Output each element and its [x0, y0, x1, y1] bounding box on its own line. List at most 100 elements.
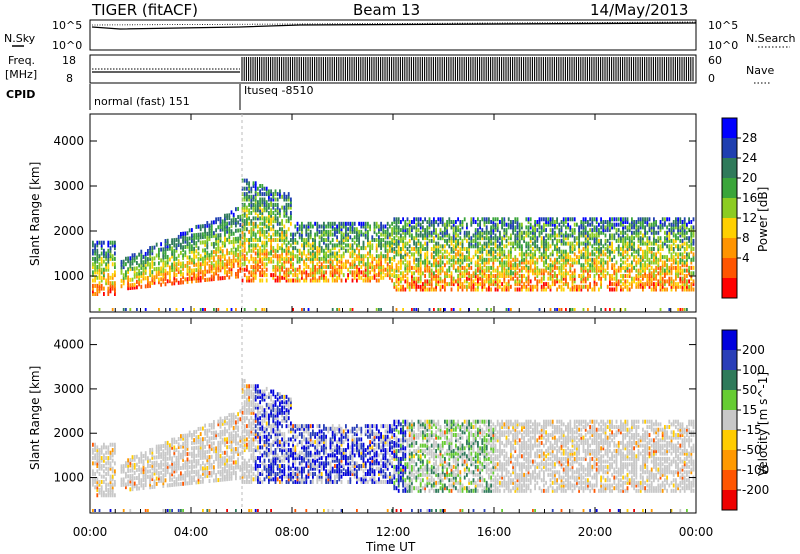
data-cell [285, 267, 288, 272]
data-cell [576, 241, 578, 246]
data-cell [309, 221, 312, 226]
data-cell [455, 236, 457, 241]
data-cell [631, 276, 633, 281]
data-cell [228, 237, 231, 242]
data-cell [349, 224, 352, 229]
data-cell [380, 275, 382, 280]
data-cell [202, 240, 204, 245]
data-cell [177, 267, 180, 272]
data-cell [281, 251, 283, 256]
data-cell [611, 276, 613, 281]
data-cell [246, 267, 248, 272]
data-cell [281, 243, 283, 248]
data-cell [604, 241, 607, 246]
data-cell [166, 257, 169, 262]
data-cell [622, 220, 624, 224]
data-cell [602, 222, 605, 227]
data-cell [202, 224, 204, 229]
data-cell [373, 267, 376, 272]
data-cell [213, 231, 215, 236]
data-cell [279, 246, 281, 251]
data-cell [415, 244, 418, 249]
data-cell [512, 257, 514, 262]
data-cell [265, 273, 268, 278]
data-cell [404, 249, 407, 254]
data-cell [248, 238, 250, 242]
data-cell [369, 270, 371, 275]
data-cell [430, 263, 433, 268]
data-cell [184, 245, 187, 250]
data-cell [169, 270, 171, 275]
data-cell [107, 456, 110, 461]
data-cell [470, 220, 473, 224]
data-cell [646, 247, 649, 251]
data-cell [441, 265, 444, 270]
data-cell [149, 450, 151, 455]
data-cell [340, 265, 343, 269]
data-cell [228, 267, 231, 272]
data-cell [100, 270, 103, 275]
data-cell [246, 238, 248, 242]
data-cell [314, 246, 316, 251]
data-cell [668, 244, 671, 249]
data-cell [305, 224, 308, 229]
data-cell [448, 282, 451, 287]
data-cell [567, 225, 569, 230]
data-cell [602, 257, 605, 262]
data-cell [270, 200, 272, 205]
data-cell [239, 268, 242, 273]
data-cell [206, 237, 209, 242]
data-cell [301, 224, 303, 229]
data-cell [633, 247, 635, 251]
data-cell [551, 276, 554, 281]
data-cell [287, 256, 290, 261]
data-cell [675, 220, 677, 224]
data-cell [353, 270, 356, 275]
data-cell [94, 278, 96, 283]
data-cell [589, 241, 591, 246]
data-cell [186, 255, 189, 260]
data-cell [463, 268, 466, 273]
data-cell [336, 256, 338, 261]
data-cell [562, 276, 565, 281]
data-cell [100, 259, 103, 264]
data-cell [479, 271, 481, 276]
data-cell [252, 265, 255, 269]
data-cell [668, 271, 671, 276]
data-cell [424, 241, 426, 246]
data-cell [184, 250, 187, 255]
data-cell [411, 279, 413, 284]
data-cell [263, 192, 266, 197]
data-cell [424, 247, 426, 251]
data-cell [114, 448, 116, 453]
data-cell [133, 272, 136, 277]
data-cell [677, 265, 679, 270]
data-cell [496, 228, 499, 233]
data-cell [690, 249, 693, 254]
data-cell [688, 220, 690, 224]
data-cell [98, 267, 101, 272]
data-cell [191, 244, 193, 249]
data-cell [611, 287, 613, 292]
data-cell [681, 287, 684, 292]
data-cell [367, 251, 369, 256]
data-cell [243, 235, 246, 240]
data-cell [254, 194, 257, 199]
data-cell [549, 268, 552, 273]
data-cell [257, 265, 259, 269]
data-cell [573, 279, 576, 284]
data-cell [633, 255, 635, 260]
data-cell [191, 228, 193, 233]
data-cell [224, 267, 226, 272]
data-cell [188, 247, 191, 252]
data-cell [514, 217, 517, 222]
data-cell [683, 284, 686, 289]
data-cell [666, 287, 668, 292]
data-cell [301, 243, 303, 248]
data-cell [450, 247, 453, 251]
data-cell [439, 279, 442, 284]
data-cell [558, 279, 561, 284]
nsky-panel: N.Sky 10^5 10^0 10^5 10^0 N.Search [4, 19, 796, 52]
data-cell [679, 260, 682, 265]
data-cell [686, 308, 688, 311]
